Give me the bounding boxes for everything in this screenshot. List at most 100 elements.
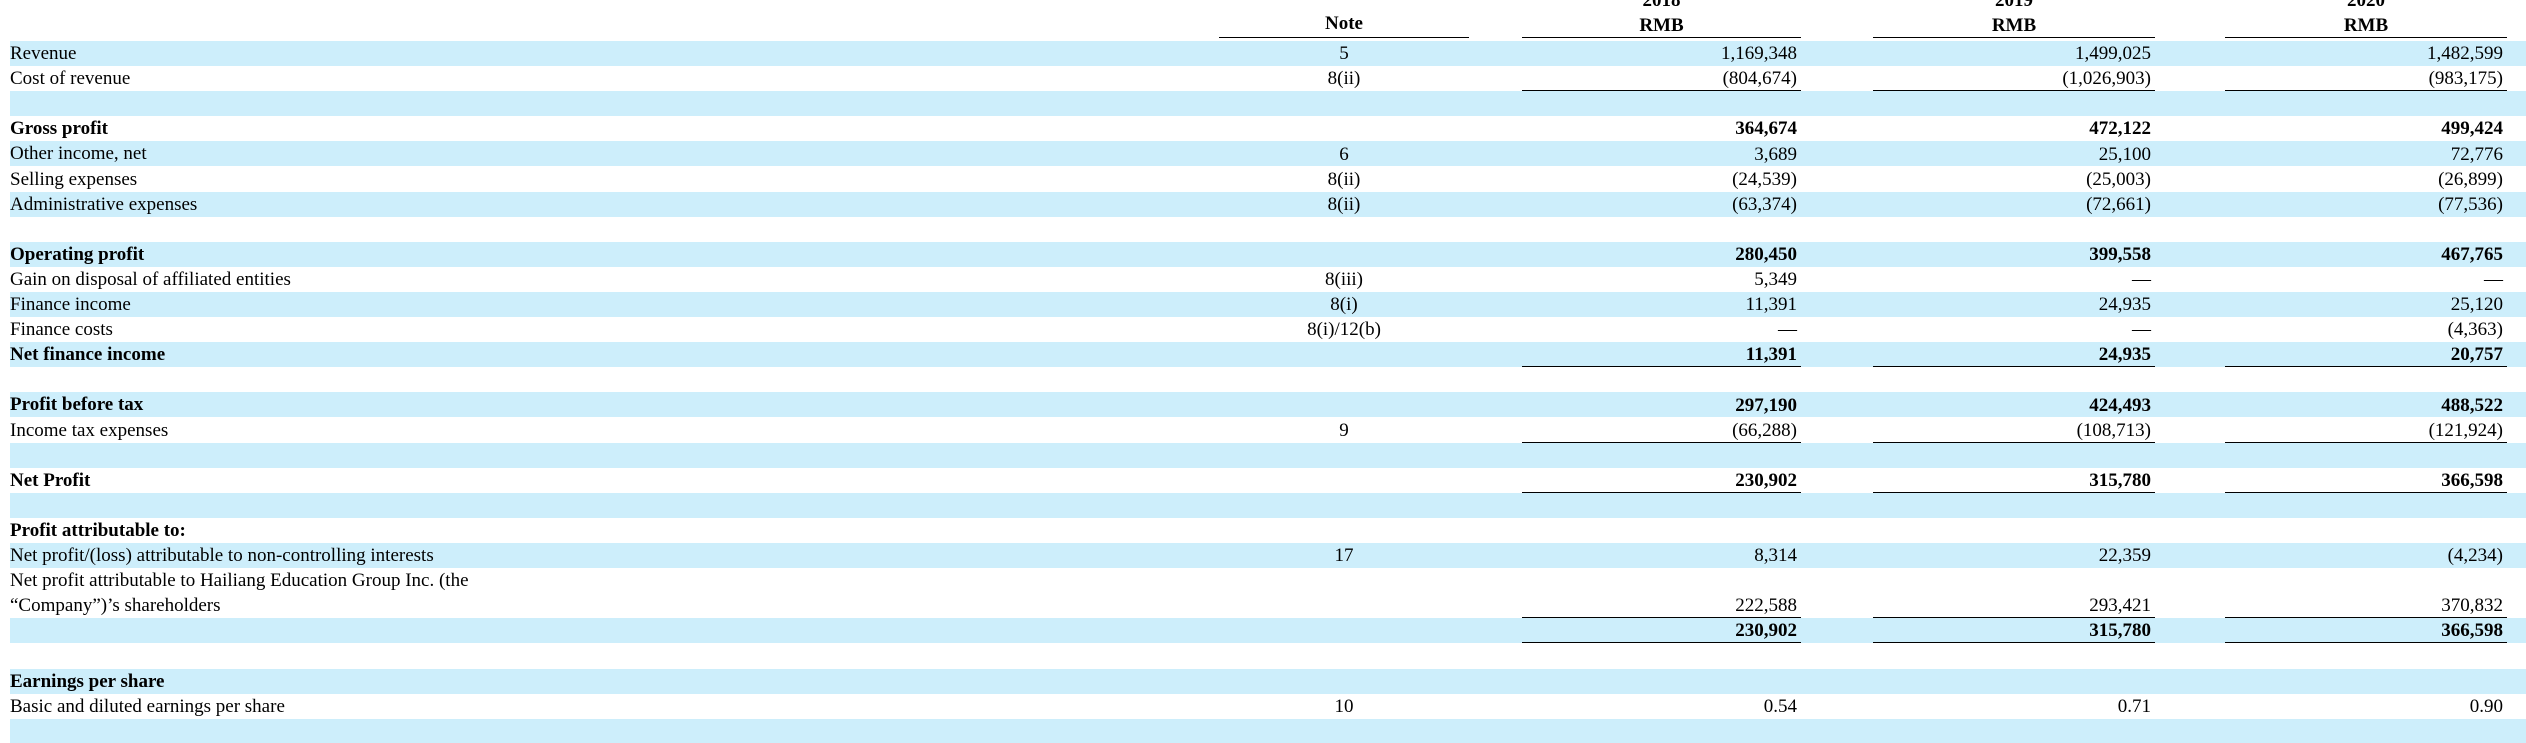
- currency-header: RMB: [1639, 15, 1684, 36]
- row-value: 424,493: [2089, 394, 2151, 416]
- sum-rule: [1873, 642, 2155, 644]
- sum-rule: [1873, 441, 2155, 443]
- row-value: 280,450: [1735, 243, 1797, 265]
- row-label: Gross profit: [10, 118, 108, 140]
- row-value: (26,899): [2438, 168, 2503, 190]
- row-label: Net profit/(loss) attributable to non-co…: [10, 545, 434, 566]
- row-value: (77,536): [2438, 193, 2503, 215]
- row-value: 0.71: [2117, 695, 2151, 717]
- currency-header: RMB: [1991, 15, 2037, 36]
- row-label: Net finance income: [10, 344, 166, 366]
- row-band: [10, 292, 2526, 318]
- row-value: 370,832: [2441, 595, 2503, 617]
- row-note: 8(iii): [1325, 269, 1363, 290]
- row-value: 472,122: [2089, 118, 2151, 140]
- row-value: 315,780: [2089, 620, 2151, 642]
- row-value: 366,598: [2441, 620, 2503, 642]
- row-band: [10, 668, 2526, 694]
- row-value: 11,391: [1745, 294, 1797, 316]
- row-value: 366,598: [2441, 469, 2503, 491]
- row-value: (24,539): [1732, 168, 1797, 190]
- row-value: 488,522: [2441, 394, 2503, 416]
- row-value: (66,288): [1732, 419, 1797, 441]
- sum-rule: [2225, 617, 2507, 619]
- row-label: Net profit attributable to Hailiang Educ…: [10, 570, 469, 617]
- row-value: 1,482,599: [2427, 43, 2503, 65]
- row-value: 25,100: [2098, 143, 2151, 165]
- row-band: [10, 241, 2526, 267]
- row-value: 467,765: [2441, 243, 2503, 265]
- note-header: Note: [1325, 13, 1363, 34]
- row-value: (63,374): [1732, 193, 1797, 215]
- row-band: [10, 141, 2526, 167]
- row-value: 230,902: [1735, 469, 1797, 491]
- row-band: [10, 492, 2526, 518]
- row-value: (4,234): [2447, 545, 2503, 567]
- row-note: 9: [1339, 419, 1349, 441]
- row-note: 8(ii): [1327, 68, 1361, 90]
- row-value: (108,713): [2076, 419, 2151, 441]
- row-value: —: [2132, 319, 2151, 341]
- header-rule: [1522, 37, 1801, 38]
- row-value: 297,190: [1735, 394, 1797, 416]
- row-value: —: [2484, 269, 2503, 290]
- row-note: 8(i): [1330, 294, 1358, 316]
- row-value: 25,120: [2450, 294, 2503, 316]
- row-value: 11,391: [1745, 344, 1797, 366]
- sum-rule: [2225, 366, 2507, 368]
- sum-rule: [1522, 617, 1801, 619]
- row-value: 499,424: [2441, 118, 2503, 140]
- row-value: (4,363): [2447, 319, 2503, 341]
- row-label: Profit before tax: [10, 394, 144, 416]
- row-label: Net Profit: [10, 469, 91, 491]
- row-band: [10, 718, 2526, 743]
- row-label: Finance income: [10, 294, 131, 315]
- row-value: 22,359: [2098, 545, 2151, 567]
- header-rule: [2225, 37, 2507, 38]
- header-rule: [1219, 37, 1469, 38]
- sum-rule: [2225, 441, 2507, 443]
- row-value: (25,003): [2086, 168, 2151, 190]
- row-value: 0.54: [1763, 695, 1797, 717]
- row-band: [10, 392, 2526, 418]
- row-band: [10, 618, 2526, 644]
- row-value: 1,499,025: [2075, 43, 2151, 65]
- row-label: Gain on disposal of affiliated entities: [10, 268, 291, 290]
- row-label: Revenue: [10, 43, 77, 64]
- year-header: 2018: [1642, 0, 1681, 11]
- row-value: 230,902: [1735, 620, 1797, 642]
- row-value: 399,558: [2089, 243, 2151, 265]
- sum-rule: [1873, 90, 2155, 92]
- row-label: Profit attributable to:: [10, 519, 186, 541]
- row-value: 0.90: [2469, 695, 2503, 717]
- row-value: (983,175): [2428, 68, 2503, 90]
- currency-header: RMB: [2343, 15, 2389, 36]
- row-value: —: [1778, 319, 1797, 341]
- sum-rule: [2225, 90, 2507, 92]
- row-band: [10, 342, 2526, 368]
- row-value: 222,588: [1735, 595, 1797, 617]
- sum-rule: [2225, 642, 2507, 644]
- row-label: Cost of revenue: [10, 68, 131, 90]
- row-value: 20,757: [2450, 344, 2503, 366]
- sum-rule: [1873, 617, 2155, 619]
- row-note: 8(i)/12(b): [1307, 319, 1381, 341]
- row-value: 3,689: [1754, 143, 1797, 165]
- row-note: 6: [1339, 143, 1349, 165]
- row-label: Administrative expenses: [10, 193, 198, 215]
- row-value: (804,674): [1722, 68, 1797, 90]
- row-band: [10, 191, 2526, 217]
- row-note: 10: [1334, 695, 1354, 717]
- row-value: —: [2132, 269, 2151, 290]
- row-label: Operating profit: [10, 243, 145, 265]
- row-value: 24,935: [2098, 344, 2151, 366]
- header-rule: [1873, 37, 2155, 38]
- row-band: [10, 543, 2526, 569]
- row-value: (72,661): [2086, 193, 2151, 215]
- row-note: 8(ii): [1327, 193, 1361, 215]
- row-value: 24,935: [2098, 294, 2151, 316]
- row-band: [10, 91, 2526, 117]
- sum-rule: [1522, 366, 1801, 368]
- sum-rule: [1522, 491, 1801, 493]
- sum-rule: [1873, 491, 2155, 493]
